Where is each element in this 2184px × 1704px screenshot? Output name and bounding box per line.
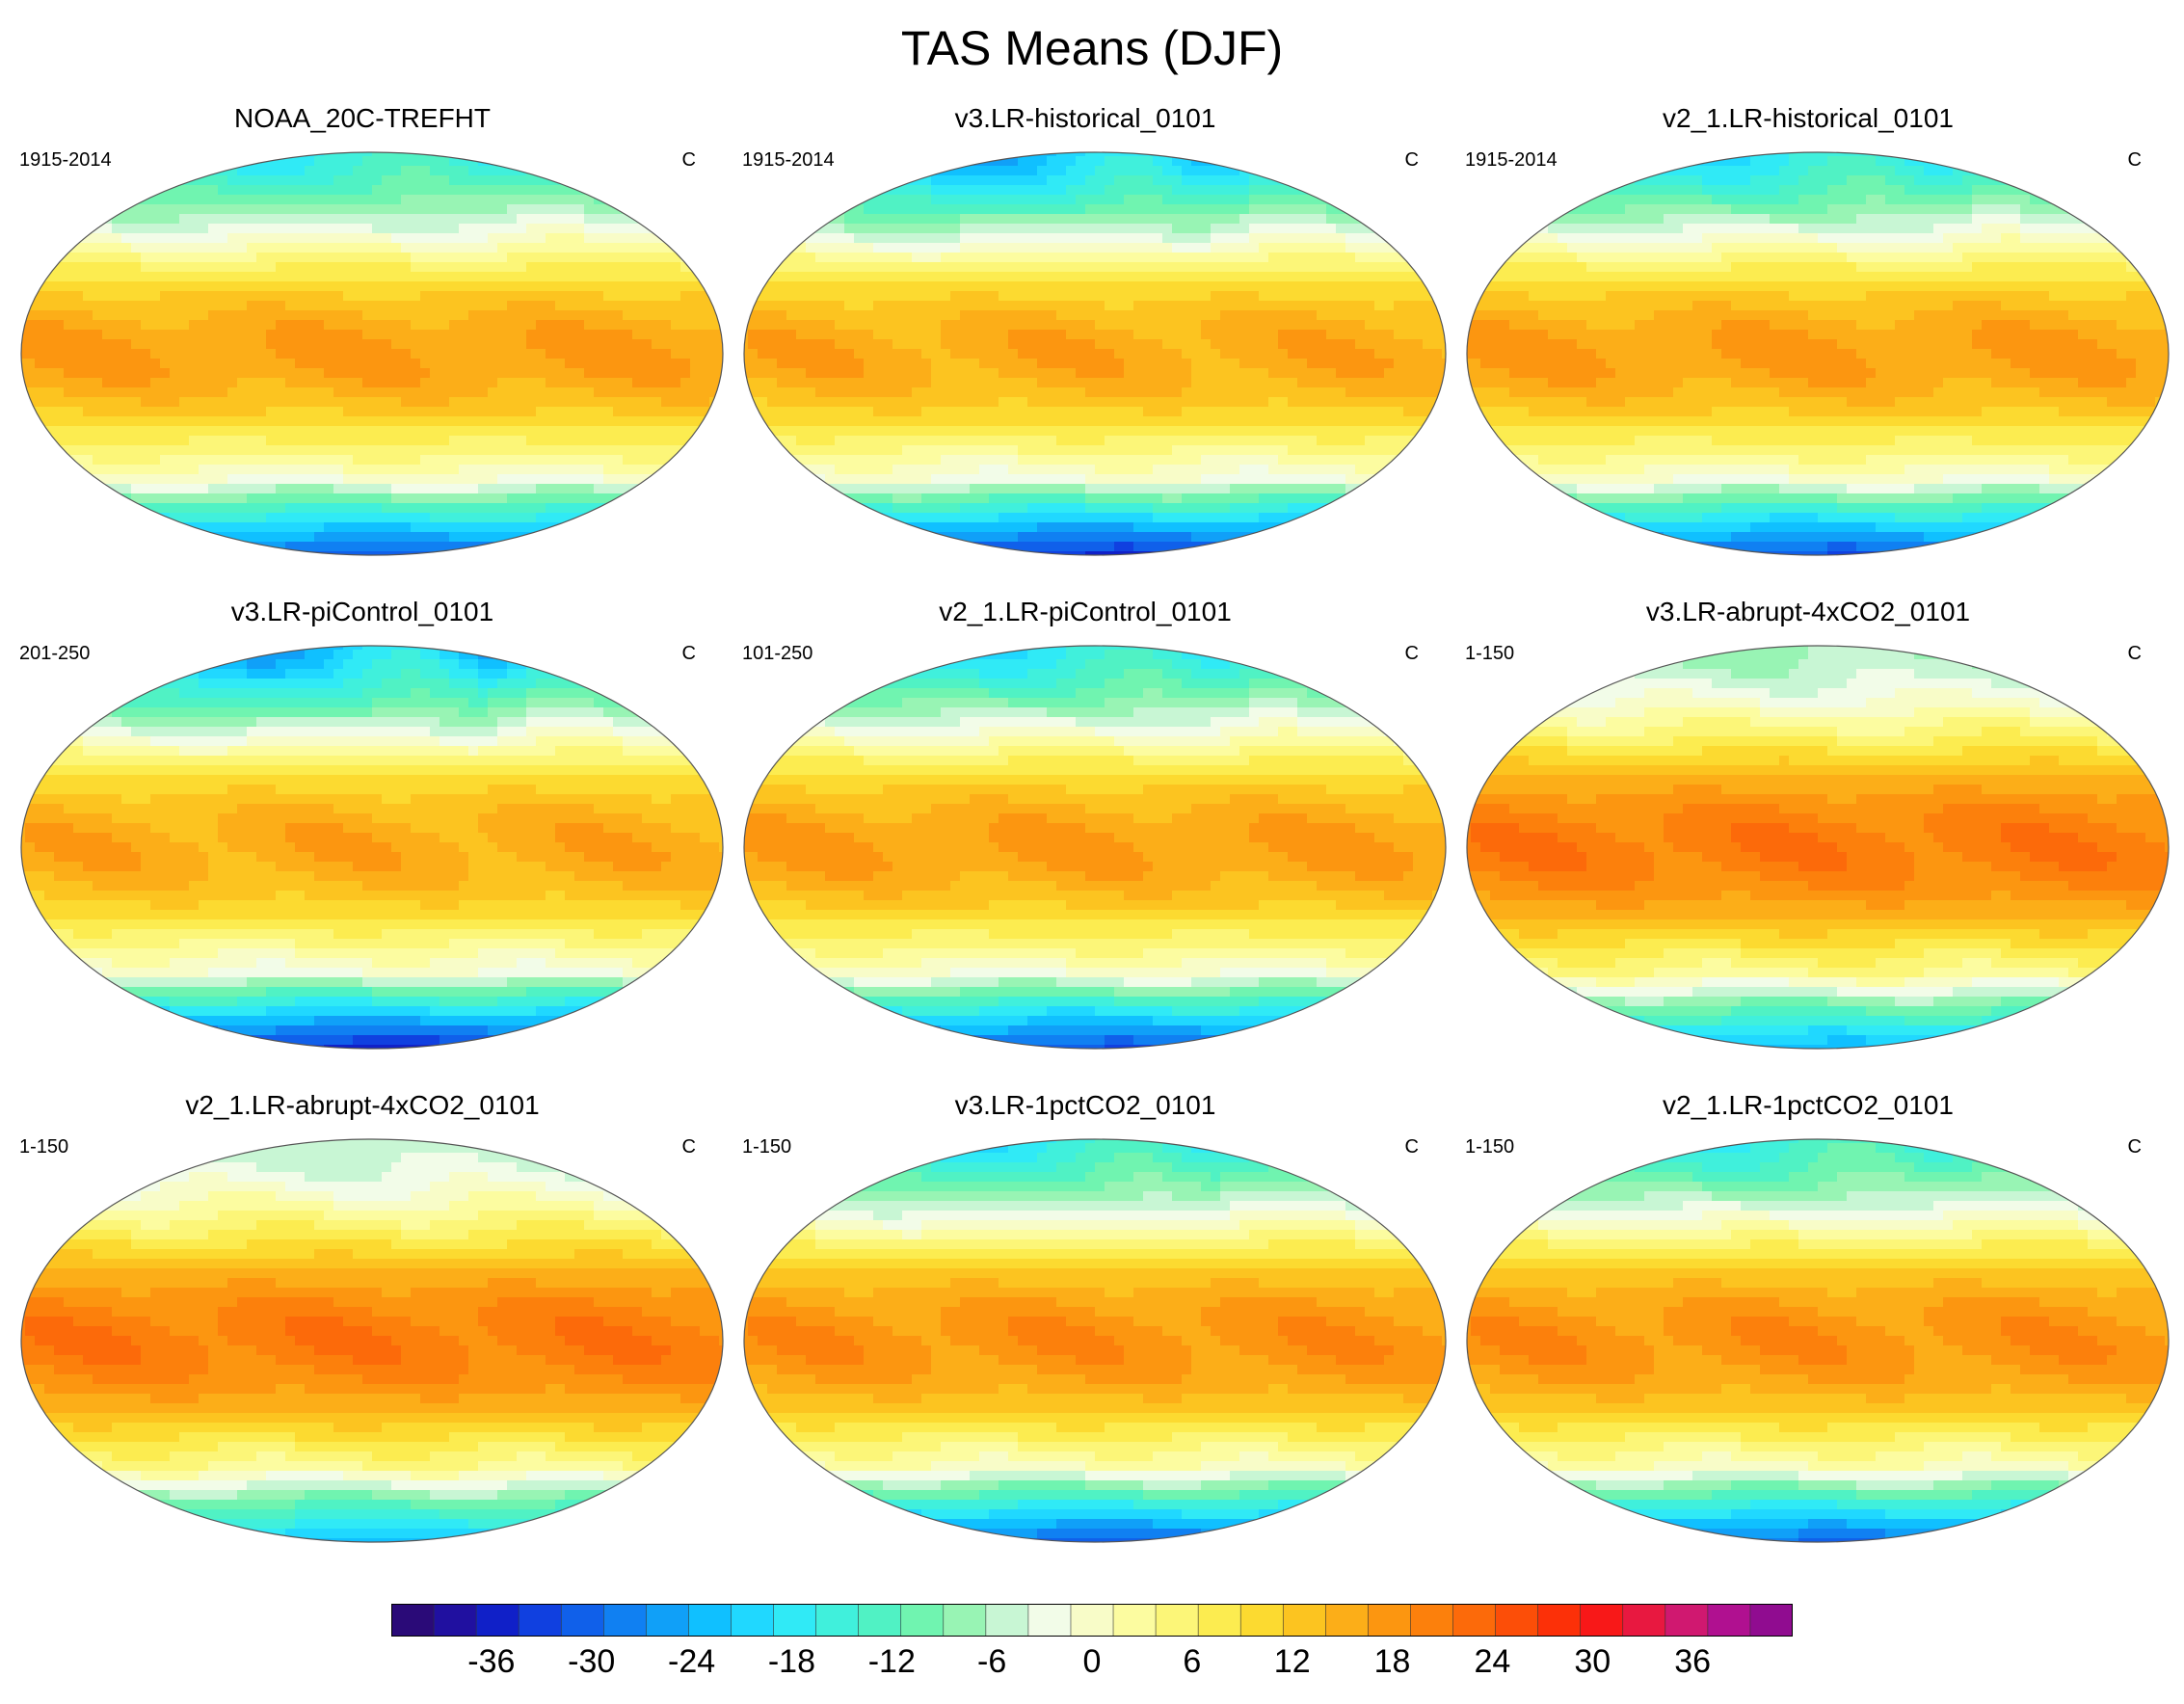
- panel-title: v3.LR-1pctCO2_0101: [729, 1089, 1442, 1122]
- panel-period: 101-250: [742, 642, 812, 665]
- colorbar-tick-label: -18: [768, 1642, 815, 1681]
- map-field: [1466, 645, 2170, 1050]
- colorbar-swatch: [433, 1604, 477, 1637]
- panel-period: 1-150: [1465, 1135, 1514, 1158]
- colorbar-swatch: [1027, 1604, 1072, 1637]
- colorbar-tick-label: -36: [467, 1642, 515, 1681]
- map-field: [20, 151, 724, 556]
- colorbar-tick-label: -30: [568, 1642, 615, 1681]
- panel-units: C: [2128, 642, 2142, 665]
- colorbar: [391, 1604, 1793, 1637]
- map-field: [1466, 1138, 2170, 1543]
- colorbar-tick-label: 6: [1183, 1642, 1201, 1681]
- map-panel: v2_1.LR-piControl_0101 101-250 C: [729, 597, 1447, 1054]
- colorbar-tick-label: 18: [1374, 1642, 1411, 1681]
- map-field: [20, 1138, 724, 1543]
- colorbar-swatch: [1282, 1604, 1327, 1637]
- panel-units: C: [1405, 148, 1419, 172]
- map-panel: NOAA_20C-TREFHT 1915-2014 C: [6, 103, 724, 561]
- panel-units: C: [1405, 1135, 1419, 1158]
- colorbar-swatch: [1537, 1604, 1582, 1637]
- colorbar-swatch: [858, 1604, 902, 1637]
- colorbar-tick-label: 0: [1083, 1642, 1102, 1681]
- panel-units: C: [682, 1135, 696, 1158]
- colorbar-swatch: [603, 1604, 648, 1637]
- colorbar-swatch: [1622, 1604, 1666, 1637]
- colorbar-swatch: [1112, 1604, 1157, 1637]
- map-panel: v2_1.LR-historical_0101 1915-2014 C: [1452, 103, 2170, 561]
- colorbar-swatch: [1155, 1604, 1199, 1637]
- colorbar-tick-label: 36: [1674, 1642, 1711, 1681]
- colorbar-swatch: [688, 1604, 732, 1637]
- map-panel: v3.LR-1pctCO2_0101 1-150 C: [729, 1090, 1447, 1548]
- colorbar-tick-label: -6: [977, 1642, 1006, 1681]
- map-field: [743, 645, 1447, 1050]
- map-field: [743, 151, 1447, 556]
- colorbar-swatch: [985, 1604, 1029, 1637]
- panel-units: C: [682, 642, 696, 665]
- map-field: [743, 1138, 1447, 1543]
- map-panel: v2_1.LR-abrupt-4xCO2_0101 1-150 C: [6, 1090, 724, 1548]
- colorbar-tick-label: 30: [1574, 1642, 1611, 1681]
- colorbar-swatch: [731, 1604, 775, 1637]
- colorbar-swatch: [1325, 1604, 1370, 1637]
- panel-period: 1-150: [19, 1135, 68, 1158]
- panel-units: C: [1405, 642, 1419, 665]
- panel-period: 1915-2014: [19, 148, 112, 172]
- colorbar-swatch: [1749, 1604, 1793, 1637]
- colorbar-swatch: [815, 1604, 860, 1637]
- colorbar-swatch: [900, 1604, 945, 1637]
- panel-title: v2_1.LR-historical_0101: [1452, 102, 2165, 135]
- colorbar-tick-label: 12: [1274, 1642, 1311, 1681]
- colorbar-swatch: [391, 1604, 435, 1637]
- colorbar-swatch: [773, 1604, 817, 1637]
- map-panel: v3.LR-historical_0101 1915-2014 C: [729, 103, 1447, 561]
- map-field: [20, 645, 724, 1050]
- map-panel: v2_1.LR-1pctCO2_0101 1-150 C: [1452, 1090, 2170, 1548]
- colorbar-swatch: [1239, 1604, 1285, 1637]
- panel-title: v3.LR-abrupt-4xCO2_0101: [1452, 596, 2165, 628]
- panel-period: 1915-2014: [1465, 148, 1558, 172]
- colorbar-swatch: [518, 1604, 563, 1637]
- colorbar-swatch: [1410, 1604, 1454, 1637]
- panel-period: 1-150: [1465, 642, 1514, 665]
- panel-title: NOAA_20C-TREFHT: [6, 102, 719, 135]
- colorbar-tick-label: -24: [668, 1642, 715, 1681]
- colorbar-swatch: [943, 1604, 987, 1637]
- panel-title: v3.LR-piControl_0101: [6, 596, 719, 628]
- colorbar-swatch: [560, 1604, 605, 1637]
- panel-title: v2_1.LR-piControl_0101: [729, 596, 1442, 628]
- panel-units: C: [2128, 1135, 2142, 1158]
- map-field: [1466, 151, 2170, 556]
- panel-title: v2_1.LR-1pctCO2_0101: [1452, 1089, 2165, 1122]
- panel-units: C: [682, 148, 696, 172]
- colorbar-swatch: [1495, 1604, 1539, 1637]
- colorbar-tick-label: -12: [868, 1642, 916, 1681]
- colorbar-swatch: [646, 1604, 690, 1637]
- colorbar-swatch: [1197, 1604, 1242, 1637]
- colorbar-swatch: [1707, 1604, 1751, 1637]
- colorbar-swatches: [391, 1604, 1793, 1637]
- colorbar-swatch: [1368, 1604, 1412, 1637]
- panel-title: v2_1.LR-abrupt-4xCO2_0101: [6, 1089, 719, 1122]
- colorbar-swatch: [1452, 1604, 1497, 1637]
- panel-title: v3.LR-historical_0101: [729, 102, 1442, 135]
- colorbar-swatch: [475, 1604, 519, 1637]
- panel-period: 1915-2014: [742, 148, 835, 172]
- colorbar-swatch: [1580, 1604, 1624, 1637]
- colorbar-swatch: [1665, 1604, 1709, 1637]
- panel-period: 1-150: [742, 1135, 791, 1158]
- map-panel: v3.LR-piControl_0101 201-250 C: [6, 597, 724, 1054]
- panel-units: C: [2128, 148, 2142, 172]
- colorbar-tick-labels: -36 -30 -24 -18 -12 -6 0 6 12 18 24 30 36: [391, 1642, 1793, 1681]
- colorbar-tick-label: 24: [1475, 1642, 1511, 1681]
- figure-title: TAS Means (DJF): [0, 19, 2184, 77]
- colorbar-swatch: [1070, 1604, 1114, 1637]
- panel-period: 201-250: [19, 642, 90, 665]
- map-panel: v3.LR-abrupt-4xCO2_0101 1-150 C: [1452, 597, 2170, 1054]
